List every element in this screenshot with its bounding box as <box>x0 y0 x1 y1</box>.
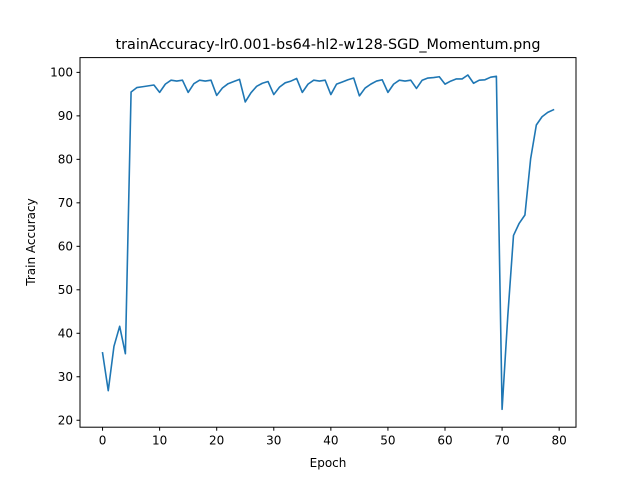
x-axis: 0 10 20 30 40 50 60 70 80 <box>99 427 567 448</box>
x-tick-label: 70 <box>494 434 509 448</box>
y-tick-label: 60 <box>58 240 73 254</box>
chart-title: trainAccuracy-lr0.001-bs64-hl2-w128-SGD_… <box>116 37 541 53</box>
x-tick-label: 0 <box>99 434 107 448</box>
y-tick-label: 20 <box>58 414 73 428</box>
x-tick-label: 50 <box>380 434 395 448</box>
x-tick-label: 20 <box>209 434 224 448</box>
axes-frame <box>79 57 577 428</box>
y-tick-label: 40 <box>58 327 73 341</box>
plot-area <box>101 74 555 411</box>
x-tick-label: 60 <box>437 434 452 448</box>
x-tick-label: 10 <box>152 434 167 448</box>
y-tick-label: 50 <box>58 283 73 297</box>
y-tick-label: 70 <box>58 196 73 210</box>
x-tick-label: 40 <box>323 434 338 448</box>
y-axis-label: Train Accuracy <box>24 198 38 286</box>
x-tick-label: 30 <box>266 434 281 448</box>
y-tick-label: 80 <box>58 153 73 167</box>
y-tick-label: 30 <box>58 370 73 384</box>
x-tick-label: 80 <box>552 434 567 448</box>
series-line-0 <box>101 74 555 411</box>
y-axis: 20 30 40 50 60 70 80 90 100 <box>50 66 80 428</box>
y-tick-label: 100 <box>50 66 73 80</box>
y-tick-label: 90 <box>58 109 73 123</box>
x-axis-label: Epoch <box>310 456 347 470</box>
